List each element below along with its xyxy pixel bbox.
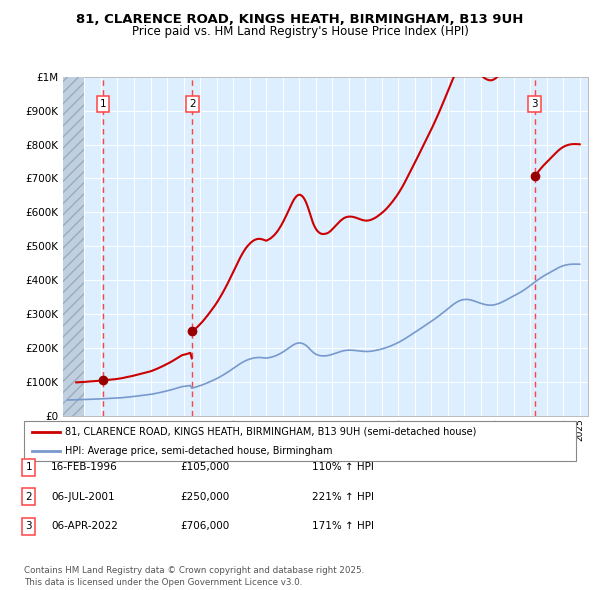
Text: 1: 1 bbox=[100, 99, 106, 109]
Text: 3: 3 bbox=[25, 522, 32, 531]
Bar bbox=[63, 77, 85, 416]
Text: 171% ↑ HPI: 171% ↑ HPI bbox=[312, 522, 374, 531]
Text: £250,000: £250,000 bbox=[180, 492, 229, 502]
Text: 06-APR-2022: 06-APR-2022 bbox=[51, 522, 118, 531]
Text: HPI: Average price, semi-detached house, Birmingham: HPI: Average price, semi-detached house,… bbox=[65, 446, 333, 456]
Text: 06-JUL-2001: 06-JUL-2001 bbox=[51, 492, 115, 502]
Text: 2: 2 bbox=[189, 99, 196, 109]
Text: 221% ↑ HPI: 221% ↑ HPI bbox=[312, 492, 374, 502]
Text: £706,000: £706,000 bbox=[180, 522, 229, 531]
Text: 110% ↑ HPI: 110% ↑ HPI bbox=[312, 463, 374, 472]
Text: 2: 2 bbox=[25, 492, 32, 502]
Text: 81, CLARENCE ROAD, KINGS HEATH, BIRMINGHAM, B13 9UH (semi-detached house): 81, CLARENCE ROAD, KINGS HEATH, BIRMINGH… bbox=[65, 427, 477, 437]
Text: 81, CLARENCE ROAD, KINGS HEATH, BIRMINGHAM, B13 9UH: 81, CLARENCE ROAD, KINGS HEATH, BIRMINGH… bbox=[76, 13, 524, 26]
Text: 3: 3 bbox=[532, 99, 538, 109]
Text: Price paid vs. HM Land Registry's House Price Index (HPI): Price paid vs. HM Land Registry's House … bbox=[131, 25, 469, 38]
Text: Contains HM Land Registry data © Crown copyright and database right 2025.
This d: Contains HM Land Registry data © Crown c… bbox=[24, 566, 364, 587]
Text: £105,000: £105,000 bbox=[180, 463, 229, 472]
Text: 16-FEB-1996: 16-FEB-1996 bbox=[51, 463, 118, 472]
Text: 1: 1 bbox=[25, 463, 32, 472]
